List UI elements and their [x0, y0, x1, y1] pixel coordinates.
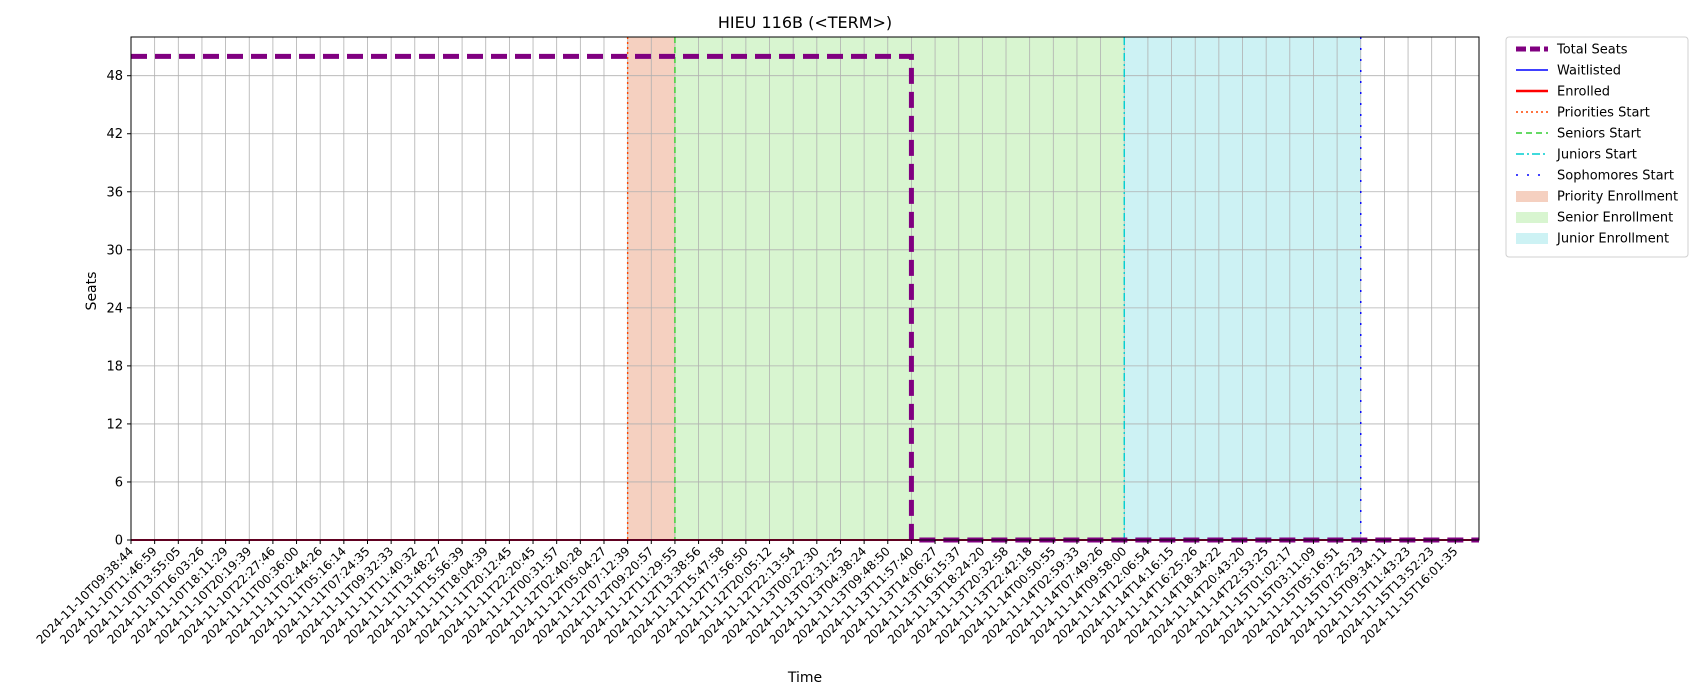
- y-tick-label: 42: [106, 127, 123, 142]
- legend-label-senior-enrollment: Senior Enrollment: [1557, 211, 1673, 226]
- legend-label-total-seats: Total Seats: [1556, 43, 1628, 58]
- enrollment-spans: [627, 37, 1361, 540]
- y-tick-label: 30: [106, 243, 123, 258]
- y-tick-label: 12: [106, 417, 123, 432]
- y-tick-label: 0: [115, 534, 123, 549]
- legend-label-priority-enrollment: Priority Enrollment: [1557, 190, 1678, 205]
- legend-label-sophomores-start: Sophomores Start: [1557, 169, 1674, 184]
- plot-frame: [130, 36, 1480, 541]
- legend-label-seniors-start: Seniors Start: [1557, 127, 1641, 142]
- grid: [130, 37, 1479, 541]
- legend-swatch-junior-enrollment: [1516, 233, 1548, 244]
- chart-title: HIEU 116B (<TERM>): [718, 13, 892, 32]
- legend-label-juniors-start: Juniors Start: [1556, 148, 1637, 163]
- legend-label-junior-enrollment: Junior Enrollment: [1556, 232, 1669, 247]
- series-line-total-seats: [131, 53, 1479, 543]
- y-tick-label: 6: [115, 475, 123, 490]
- legend-box: [1505, 36, 1689, 258]
- span-senior-enrollment: [674, 37, 1125, 540]
- legend-swatch-senior-enrollment: [1516, 212, 1548, 223]
- legend-swatch-priority-enrollment: [1516, 191, 1548, 202]
- y-axis-label: Seats: [84, 272, 100, 311]
- legend-label-waitlisted: Waitlisted: [1557, 64, 1621, 79]
- legend-label-priorities-start: Priorities Start: [1557, 106, 1650, 121]
- y-tick-label: 36: [106, 185, 123, 200]
- phase-start-lines: [626, 37, 1362, 540]
- y-axis-ticks: 0 6 12 18 24 30 36 42 48: [106, 69, 131, 549]
- x-axis-ticks: 2024-11-10T09:38:442024-11-10T11:46:5920…: [34, 540, 1460, 647]
- y-tick-label: 24: [106, 301, 123, 316]
- legend-label-enrolled: Enrolled: [1557, 85, 1610, 100]
- legend: Total Seats Waitlisted Enrolled Priorities …: [1505, 36, 1689, 258]
- x-axis-label: Time: [787, 670, 822, 686]
- y-tick-label: 18: [106, 359, 123, 374]
- y-tick-label: 48: [106, 69, 123, 84]
